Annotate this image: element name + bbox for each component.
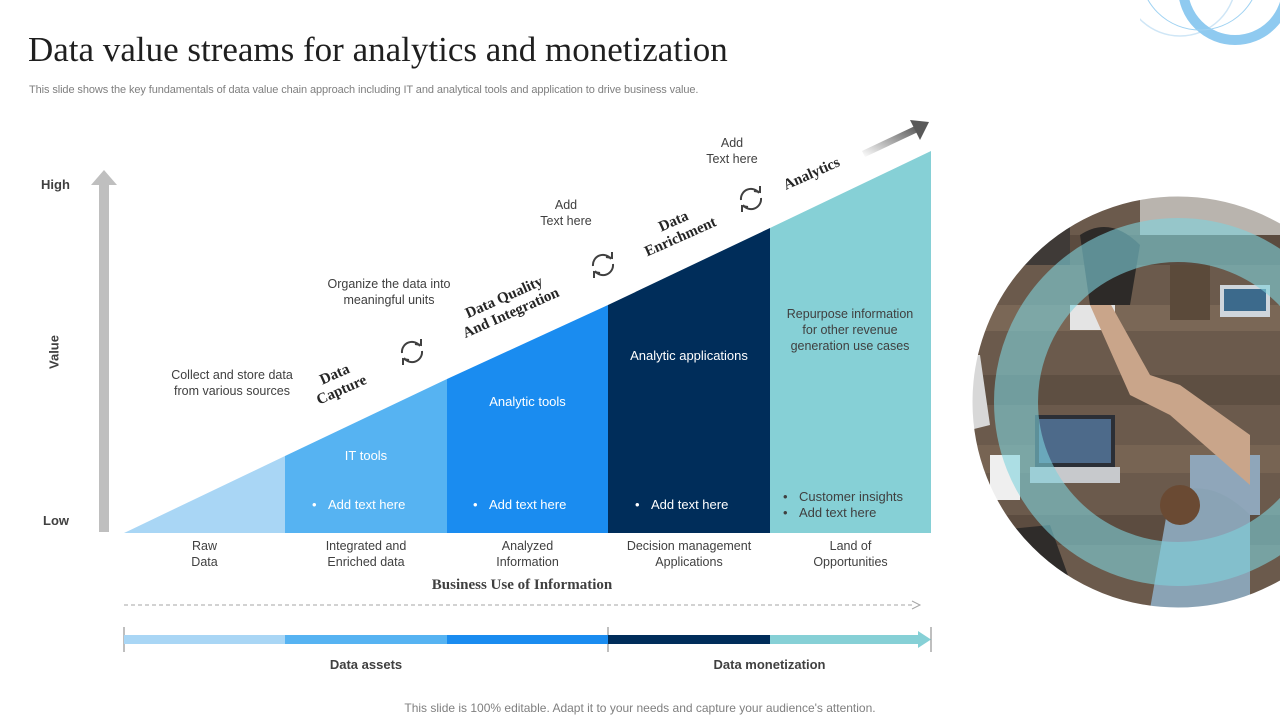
category-integrated: Integrated and Enriched data bbox=[325, 539, 407, 569]
segment-analytic-tools bbox=[447, 305, 608, 533]
value-stream-bar bbox=[123, 627, 932, 652]
axis-high-label: High bbox=[41, 177, 70, 192]
segment-it-tools bbox=[285, 379, 447, 533]
bullet-customer-insights: • Customer insights bbox=[783, 489, 904, 504]
note-add-text-2: Add Text here bbox=[706, 136, 758, 166]
category-decision: Decision management Applications bbox=[626, 539, 752, 569]
column-analytic-tools-label: Analytic tools bbox=[489, 394, 566, 409]
bullet-analytic-apps: • Add text here bbox=[635, 497, 729, 512]
data-monetization-label: Data monetization bbox=[713, 657, 826, 672]
category-raw-data: Raw Data bbox=[191, 539, 218, 569]
category-analyzed: Analyzed Information bbox=[496, 539, 559, 569]
axis-low-label: Low bbox=[43, 513, 69, 528]
page-title: Data value streams for analytics and mon… bbox=[28, 30, 728, 69]
bullet-analytic-tools: • Add text here bbox=[473, 497, 567, 512]
note-add-text-1: Add Text here bbox=[540, 198, 592, 228]
growth-arrow-icon bbox=[862, 120, 929, 157]
cycle-icon bbox=[739, 186, 763, 212]
data-assets-label: Data assets bbox=[329, 657, 403, 672]
footer-note: This slide is 100% editable. Adapt it to… bbox=[404, 701, 876, 715]
segment-raw-data bbox=[124, 456, 285, 533]
value-axis-arrow-icon bbox=[91, 170, 117, 532]
bullet-repurpose: • Add text here bbox=[783, 505, 877, 520]
note-collect-store: Collect and store data from various sour… bbox=[171, 368, 293, 398]
teamwork-photo bbox=[971, 195, 1280, 609]
column-it-tools-label: IT tools bbox=[344, 448, 388, 463]
column-analytic-applications-label: Analytic applications bbox=[630, 348, 748, 363]
column-repurpose-label: Repurpose information for other revenue … bbox=[786, 307, 914, 353]
bullet-it-tools: • Add text here bbox=[312, 497, 406, 512]
cycle-icon bbox=[591, 252, 615, 278]
axis-value-label: Value bbox=[46, 335, 62, 369]
segment-analytic-applications bbox=[608, 228, 770, 533]
page-subtitle: This slide shows the key fundamentals of… bbox=[29, 84, 699, 96]
cycle-icon bbox=[400, 339, 424, 365]
category-land: Land of Opportunities bbox=[813, 539, 888, 569]
business-use-label: Business Use of Information bbox=[431, 577, 613, 593]
business-use-arrow bbox=[124, 600, 922, 610]
note-organize-data: Organize the data into meaningful units bbox=[327, 277, 451, 307]
segment-repurpose bbox=[770, 151, 931, 533]
decorative-rings bbox=[1140, 0, 1280, 45]
